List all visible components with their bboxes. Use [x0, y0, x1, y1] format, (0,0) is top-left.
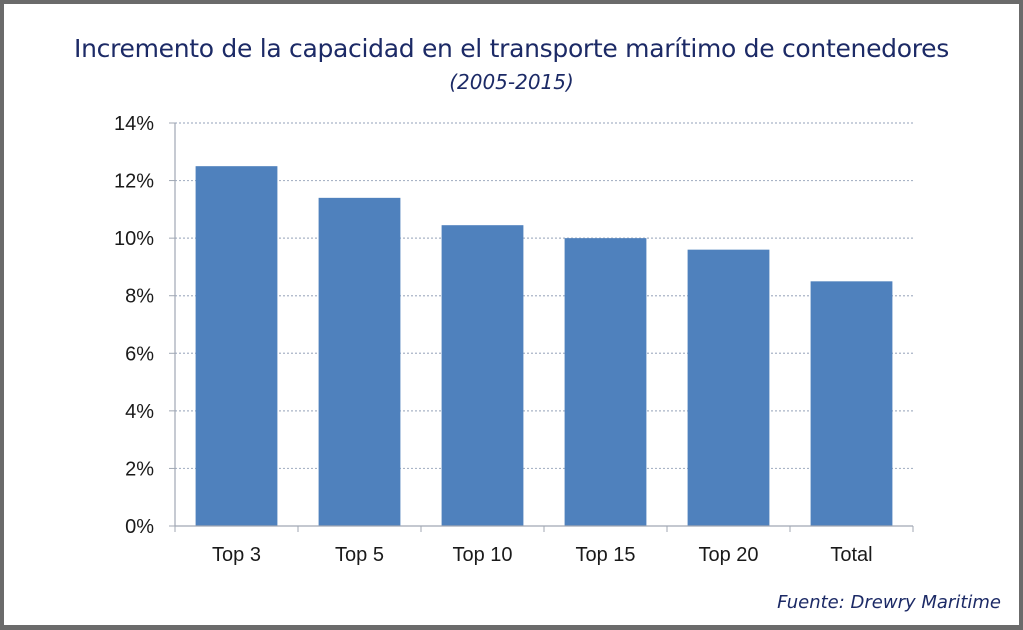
- x-tick-label: Top 20: [698, 544, 758, 566]
- x-tick-label: Total: [830, 544, 872, 566]
- source-note: Fuente: Drewry Maritime: [777, 592, 1001, 613]
- y-tick-label: 4%: [125, 401, 154, 423]
- x-axis-ticks: Top 3 Top 5 Top 10 Top 15 Top 20 Total: [174, 526, 914, 566]
- x-tick-label: Top 10: [452, 544, 512, 566]
- gridlines: [175, 122, 913, 470]
- y-tick-label: 0%: [125, 516, 154, 538]
- chart-title: Incremento de la capacidad en el transpo…: [74, 34, 949, 63]
- y-tick-label: 8%: [125, 286, 154, 308]
- y-tick-label: 12%: [114, 171, 154, 193]
- y-tick-label: 6%: [125, 343, 154, 365]
- bar: [687, 249, 770, 526]
- chart-subtitle: (2005-2015): [449, 70, 574, 94]
- bar: [318, 197, 401, 527]
- y-tick-label: 2%: [125, 458, 154, 480]
- x-tick-label: Top 3: [212, 544, 261, 566]
- x-tick-label: Top 5: [335, 544, 384, 566]
- axes: [174, 123, 913, 527]
- bar: [441, 225, 524, 527]
- y-tick-label: 10%: [114, 228, 154, 250]
- y-axis-ticks: 0% 2% 4% 6% 8% 10% 12% 14%: [114, 113, 175, 538]
- bar: [564, 238, 647, 526]
- y-tick-label: 14%: [114, 113, 154, 135]
- bars: [195, 166, 893, 527]
- bar: [810, 281, 893, 526]
- x-tick-label: Top 15: [575, 544, 635, 566]
- bar: [195, 166, 278, 526]
